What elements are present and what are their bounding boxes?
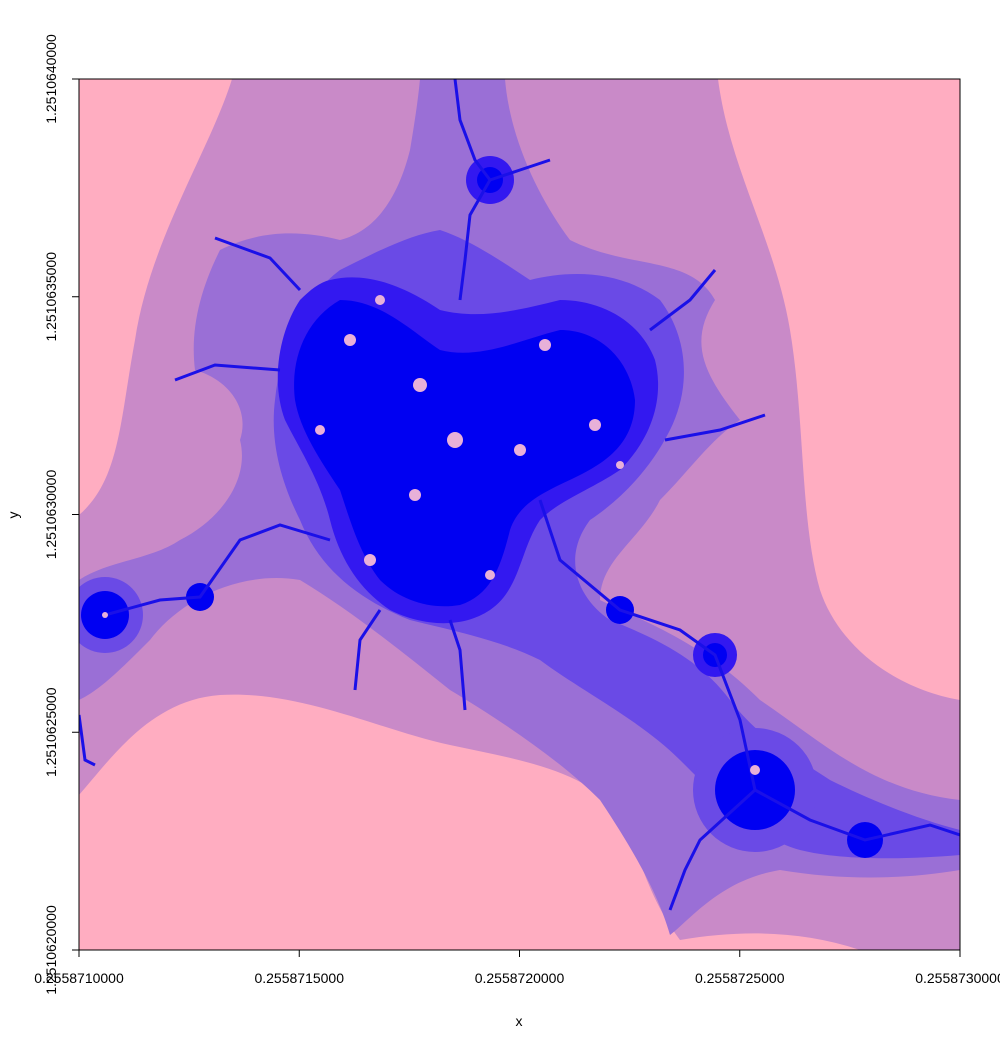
filament-bottom bbox=[668, 788, 757, 911]
x-axis: 0.2558710000 0.2558715000 0.2558720000 0.25… bbox=[34, 949, 1000, 986]
y-tick-label: 1.2510630000 bbox=[43, 470, 59, 560]
heatmap-layer bbox=[79, 79, 960, 950]
x-tick-label: 0.2558725000 bbox=[695, 970, 785, 986]
filament-top-right bbox=[489, 158, 551, 182]
filament-lower-left bbox=[353, 609, 382, 691]
x-tick-label: 0.2558720000 bbox=[475, 970, 565, 986]
x-axis-title: x bbox=[516, 1013, 523, 1029]
x-tick-label: 0.2558715000 bbox=[254, 970, 344, 986]
x-tick-label: 0.2558710000 bbox=[34, 970, 124, 986]
filament-to-lower-right bbox=[538, 499, 757, 791]
filament-left bbox=[174, 363, 281, 382]
y-axis: 1.2510620000 1.2510625000 1.2510630000 1.25… bbox=[43, 34, 80, 995]
y-tick-label: 1.2510635000 bbox=[43, 252, 59, 342]
filament-far-right bbox=[754, 788, 960, 842]
filament-left-edge bbox=[79, 714, 96, 767]
y-tick-label: 1.2510620000 bbox=[43, 905, 59, 995]
filament-upper-left bbox=[214, 236, 302, 292]
filament-right bbox=[664, 413, 766, 442]
filament-upper-right bbox=[649, 269, 717, 332]
x-tick-label: 0.2558730000 bbox=[915, 970, 1000, 986]
y-tick-label: 1.2510640000 bbox=[43, 34, 59, 124]
boundary-speckles bbox=[102, 295, 760, 775]
y-axis-title: y bbox=[5, 512, 21, 519]
band-level-5 bbox=[294, 300, 635, 607]
filament-lower bbox=[448, 619, 467, 711]
filaments bbox=[79, 79, 960, 911]
filament-to-left-island bbox=[104, 523, 331, 617]
y-tick-label: 1.2510625000 bbox=[43, 687, 59, 777]
